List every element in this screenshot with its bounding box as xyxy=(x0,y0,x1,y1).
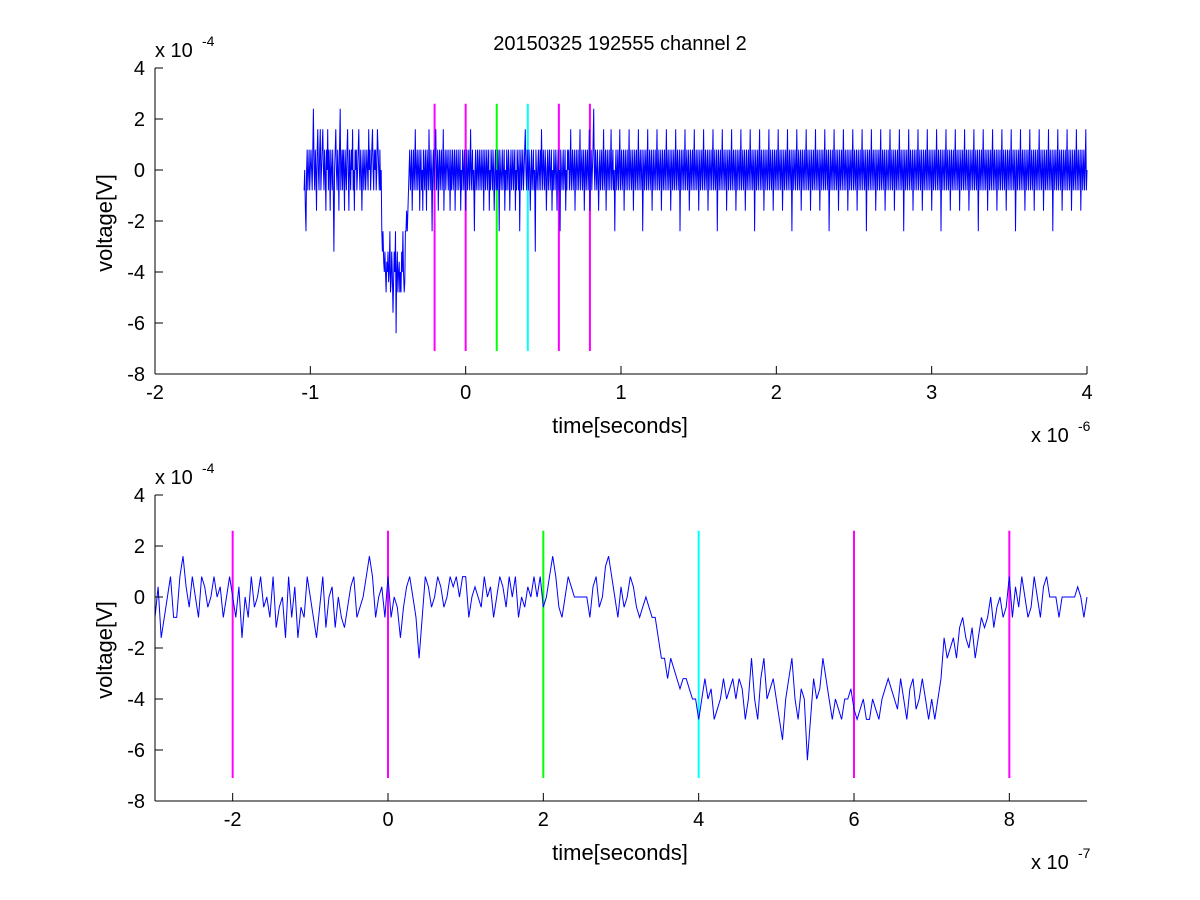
bottom-plot-axes: -2 0 2 4 6 8 -8 -6 -4 -2 0 2 4 xyxy=(127,485,1087,831)
top-plot-ylabel: voltage[V] xyxy=(92,174,117,272)
bottom-plot-y-tick-label: 0 xyxy=(134,587,145,609)
top-plot-series xyxy=(303,108,1088,334)
top-plot-x-tick-label: 2 xyxy=(771,382,782,404)
bottom-plot-x-tick-label: -2 xyxy=(224,809,242,831)
top-plot-y-exponent-base: x 10 xyxy=(155,40,193,62)
bottom-plot-xlabel: time[seconds] xyxy=(552,840,688,865)
bottom-plot-y-tick-label: -8 xyxy=(127,791,145,813)
bottom-plot: -2 0 2 4 6 8 -8 -6 -4 -2 0 2 4 time[seconds] voltage… xyxy=(92,460,1091,874)
bottom-plot-y-tick-label: 4 xyxy=(134,485,145,507)
top-plot-x-tick-label: 3 xyxy=(926,382,937,404)
bottom-plot-ylabel: voltage[V] xyxy=(92,601,117,699)
top-plot-x-exponent-power: -6 xyxy=(1078,418,1091,434)
top-plot-y-tick-label: -6 xyxy=(127,313,145,335)
top-plot-y-tick-label: -4 xyxy=(127,262,145,284)
top-plot-y-tick-label: 0 xyxy=(134,160,145,182)
top-plot-x-tick-label: -1 xyxy=(301,382,319,404)
top-plot-y-tick-label: 4 xyxy=(134,58,145,80)
top-plot-x-exponent-base: x 10 xyxy=(1031,425,1069,447)
top-plot-x-tick-label: -2 xyxy=(146,382,164,404)
bottom-plot-series xyxy=(154,556,1088,761)
bottom-plot-x-tick-label: 2 xyxy=(538,809,549,831)
chart-title: 20150325 192555 channel 2 xyxy=(493,33,747,55)
bottom-plot-y-tick-label: -6 xyxy=(127,740,145,762)
bottom-plot-y-tick-label: 2 xyxy=(134,536,145,558)
top-plot-signal-line xyxy=(303,108,1088,334)
top-plot-x-tick-label: 0 xyxy=(460,382,471,404)
top-plot-x-tick-label: 1 xyxy=(615,382,626,404)
bottom-plot-x-tick-label: 8 xyxy=(1004,809,1015,831)
top-plot-y-tick-label: -8 xyxy=(127,364,145,386)
top-plot-x-tick-label: 4 xyxy=(1081,382,1092,404)
bottom-plot-y-tick-label: -4 xyxy=(127,689,145,711)
top-plot-y-tick-label: -2 xyxy=(127,211,145,233)
bottom-plot-x-exponent-power: -7 xyxy=(1078,845,1091,861)
bottom-plot-x-tick-label: 4 xyxy=(693,809,704,831)
bottom-plot-y-tick-label: -2 xyxy=(127,638,145,660)
top-plot-markers xyxy=(433,103,591,352)
bottom-plot-y-exponent-base: x 10 xyxy=(155,467,193,489)
bottom-plot-markers xyxy=(231,530,1011,779)
bottom-plot-x-tick-label: 0 xyxy=(382,809,393,831)
bottom-plot-signal-line xyxy=(154,556,1088,761)
bottom-plot-x-tick-label: 6 xyxy=(848,809,859,831)
top-plot-y-tick-label: 2 xyxy=(134,109,145,131)
top-plot-y-exponent-power: -4 xyxy=(202,33,215,49)
bottom-plot-y-exponent-power: -4 xyxy=(202,460,215,476)
bottom-plot-x-exponent-base: x 10 xyxy=(1031,852,1069,874)
top-plot-xlabel: time[seconds] xyxy=(552,413,688,438)
top-plot: -2 -1 0 1 2 3 4 -8 -6 -4 -2 0 2 4 time[seconds] volta… xyxy=(92,33,1093,447)
top-plot-axes: -2 -1 0 1 2 3 4 -8 -6 -4 -2 0 2 4 xyxy=(127,58,1092,404)
